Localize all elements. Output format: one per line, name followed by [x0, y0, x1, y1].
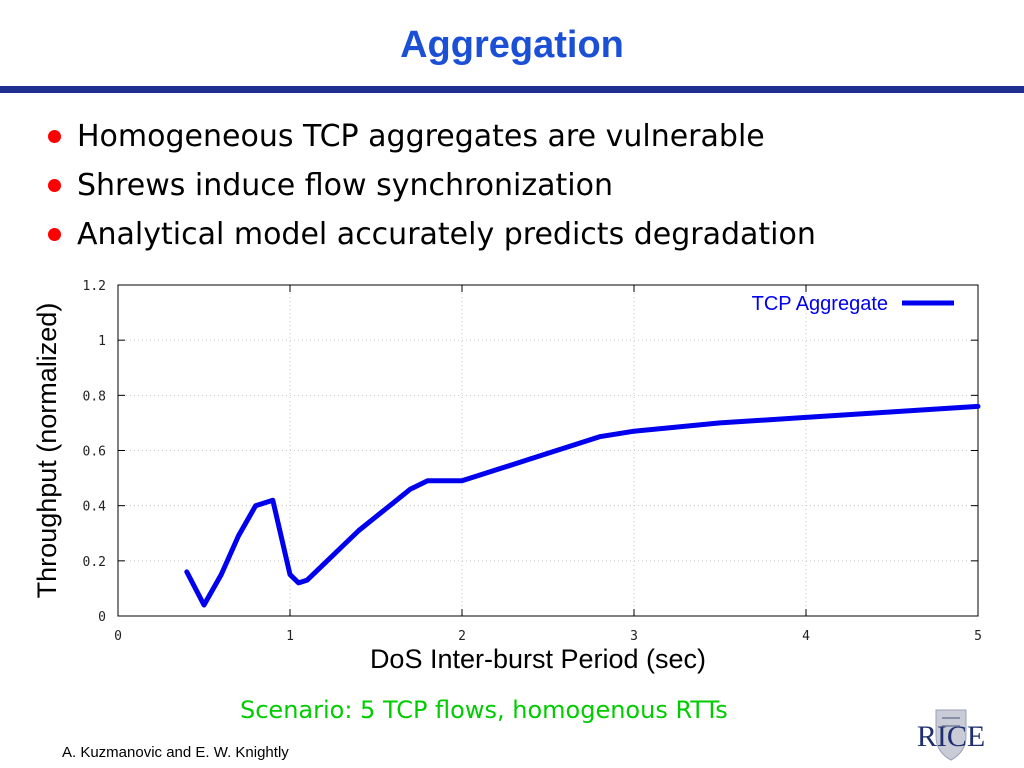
rice-logo-icon: RICE [917, 709, 985, 761]
x-axis-label: DoS Inter-burst Period (sec) [370, 644, 706, 674]
bullet-dot-icon [48, 130, 61, 143]
scenario-caption: Scenario: 5 TCP flows, homogenous RTTs [240, 696, 728, 724]
series-line-tcp-aggregate [184, 403, 981, 608]
bullet-dot-icon [48, 228, 61, 241]
bullet-text: Shrews induce flow synchronization [77, 168, 613, 203]
y-axis-label: Throughput (normalized) [32, 303, 62, 599]
y-tick-label: 0.8 [83, 389, 106, 404]
x-tick-label: 1 [286, 629, 294, 644]
throughput-chart: 0 1 2 3 4 5 0 0.2 0.4 0.6 0.8 1 1.2 DoS Inter-burst P… [32, 279, 982, 674]
bullet-item: Homogeneous TCP aggregates are vulnerabl… [48, 112, 816, 161]
y-tick-label: 1.2 [83, 279, 106, 294]
bullet-list: Homogeneous TCP aggregates are vulnerabl… [48, 112, 816, 259]
y-tick-label: 1 [98, 334, 106, 349]
x-tick-label: 5 [974, 629, 982, 644]
logo-text: RICE [917, 720, 985, 753]
x-tick-label: 0 [114, 629, 122, 644]
bullet-item: Analytical model accurately predicts deg… [48, 210, 816, 259]
y-tick-label: 0 [98, 610, 106, 625]
slide-title: Aggregation [400, 24, 624, 66]
bullet-text: Analytical model accurately predicts deg… [77, 217, 816, 252]
bullet-dot-icon [48, 179, 61, 192]
bullet-text: Homogeneous TCP aggregates are vulnerabl… [77, 119, 765, 154]
title-divider [0, 86, 1024, 93]
y-tick-label: 0.4 [83, 500, 107, 515]
author-credit: A. Kuzmanovic and E. W. Knightly [62, 744, 289, 761]
y-tick-label: 0.2 [83, 555, 106, 570]
x-tick-label: 2 [458, 629, 466, 644]
bullet-item: Shrews induce flow synchronization [48, 161, 816, 210]
x-tick-label: 4 [802, 629, 810, 644]
y-tick-label: 0.6 [83, 445, 106, 460]
x-tick-label: 3 [630, 629, 638, 644]
legend-label: TCP Aggregate [752, 293, 888, 315]
